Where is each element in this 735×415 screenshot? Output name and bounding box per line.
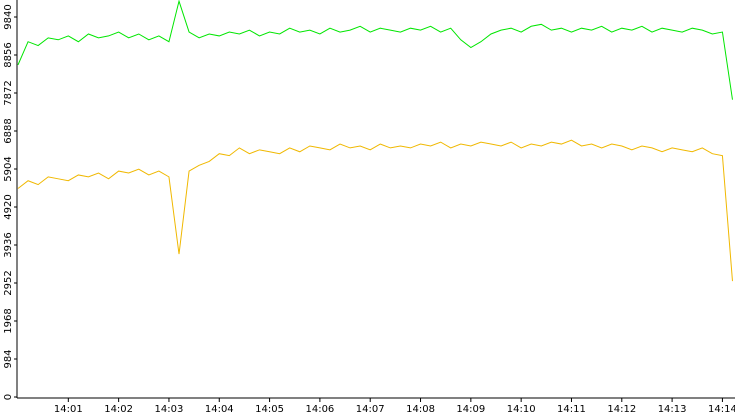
x-tick-label: 14:01 bbox=[54, 404, 83, 415]
x-tick-label: 14:04 bbox=[205, 404, 234, 415]
x-tick-label: 14:08 bbox=[406, 404, 435, 415]
x-tick-label: 14:05 bbox=[255, 404, 284, 415]
x-tick-label: 14:02 bbox=[104, 404, 133, 415]
y-tick-label: 3936 bbox=[3, 232, 14, 257]
x-tick-label: 14:12 bbox=[607, 404, 636, 415]
y-tick-label: 1968 bbox=[3, 308, 14, 333]
y-tick-label: 8856 bbox=[3, 42, 14, 67]
y-tick-label: 7872 bbox=[3, 80, 14, 105]
x-tick-label: 14:13 bbox=[658, 404, 687, 415]
y-tick-label: 4920 bbox=[3, 194, 14, 219]
x-tick-label: 14:14 bbox=[708, 404, 735, 415]
series-line bbox=[17, 0, 733, 100]
y-tick-label: 5904 bbox=[3, 156, 14, 181]
y-tick-label: 0 bbox=[3, 394, 14, 400]
y-tick-label: 2952 bbox=[3, 270, 14, 295]
y-tick-label: 9840 bbox=[3, 4, 14, 29]
y-tick-label: 984 bbox=[3, 349, 14, 368]
series-line bbox=[17, 139, 733, 282]
x-tick-label: 14:11 bbox=[557, 404, 586, 415]
x-tick-label: 14:10 bbox=[507, 404, 536, 415]
x-tick-label: 14:03 bbox=[155, 404, 184, 415]
y-tick-label: 6888 bbox=[3, 118, 14, 143]
x-tick-label: 14:07 bbox=[356, 404, 385, 415]
x-tick-label: 14:09 bbox=[456, 404, 485, 415]
x-tick-label: 14:06 bbox=[305, 404, 334, 415]
